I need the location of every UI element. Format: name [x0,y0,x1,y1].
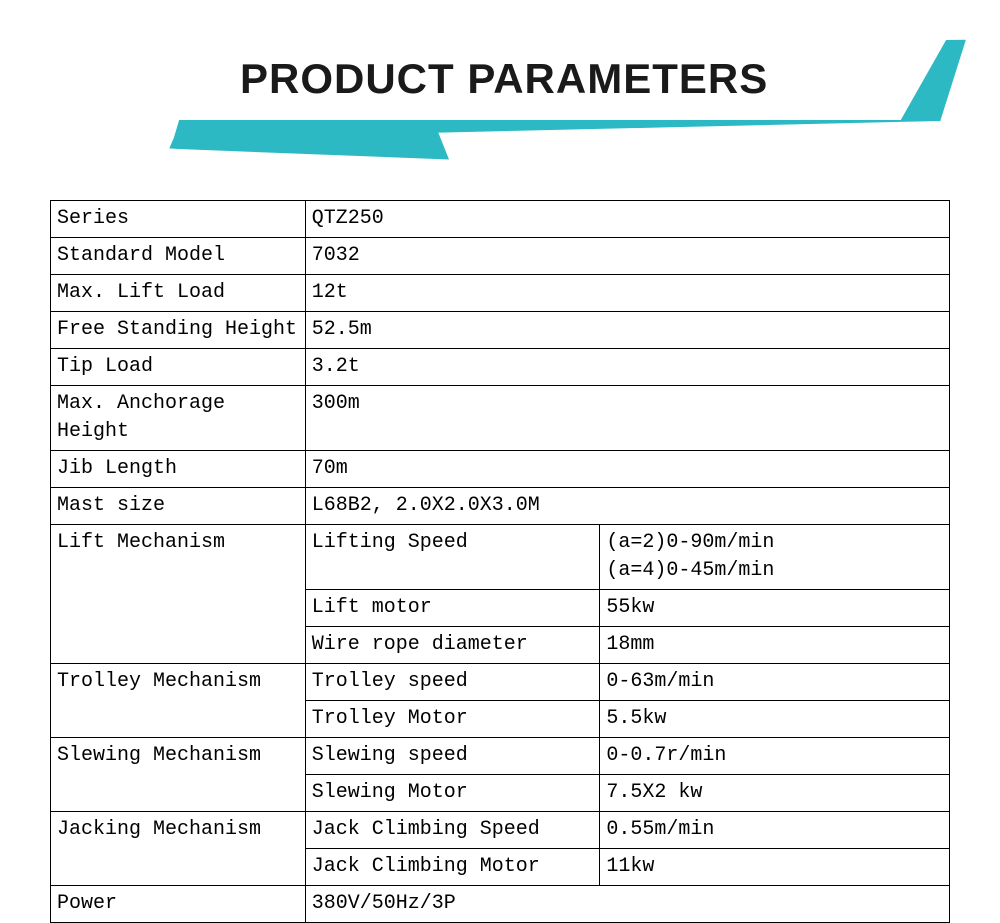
param-label: Power [51,886,306,923]
table-row: Mast sizeL68B2, 2.0X2.0X3.0M [51,488,950,525]
subparam-value: 0.55m/min [600,812,950,849]
subparam-value: 55kw [600,590,950,627]
param-value: 52.5m [305,312,949,349]
subparam-label: Lifting Speed [305,525,600,590]
subparam-value: 18mm [600,627,950,664]
subparam-label: Slewing speed [305,738,600,775]
param-value: 7032 [305,238,949,275]
param-label: Mast size [51,488,306,525]
title-banner: PRODUCT PARAMETERS [0,0,1000,160]
subparam-label: Slewing Motor [305,775,600,812]
subparam-label: Wire rope diameter [305,627,600,664]
table-row: Lift MechanismLifting Speed(a=2)0-90m/mi… [51,525,950,590]
table-body: SeriesQTZ250Standard Model7032Max. Lift … [51,201,950,923]
param-value: 380V/50Hz/3P [305,886,949,923]
param-label: Standard Model [51,238,306,275]
subparam-value: (a=2)0-90m/min(a=4)0-45m/min [600,525,950,590]
param-value: 300m [305,386,949,451]
param-label: Series [51,201,306,238]
banner-title-text: PRODUCT PARAMETERS [240,55,768,103]
group-heading: Slewing Mechanism [51,738,306,812]
subparam-label: Trolley speed [305,664,600,701]
subparam-label: Trolley Motor [305,701,600,738]
subparam-value: 11kw [600,849,950,886]
subparam-label: Lift motor [305,590,600,627]
banner-front-shape: PRODUCT PARAMETERS [133,38,947,120]
param-value: L68B2, 2.0X2.0X3.0M [305,488,949,525]
param-value: 12t [305,275,949,312]
table-row: Jacking MechanismJack Climbing Speed0.55… [51,812,950,849]
param-label: Max. Anchorage Height [51,386,306,451]
param-label: Max. Lift Load [51,275,306,312]
param-value: 3.2t [305,349,949,386]
group-heading: Lift Mechanism [51,525,306,664]
table-row: Max. Lift Load12t [51,275,950,312]
param-label: Jib Length [51,451,306,488]
param-label: Tip Load [51,349,306,386]
table-row: Trolley MechanismTrolley speed0-63m/min [51,664,950,701]
subparam-label: Jack Climbing Speed [305,812,600,849]
subparam-label: Jack Climbing Motor [305,849,600,886]
table-row: Standard Model7032 [51,238,950,275]
param-value: QTZ250 [305,201,949,238]
table-row: Tip Load3.2t [51,349,950,386]
subparam-value: 0-63m/min [600,664,950,701]
table-row: Power 380V/50Hz/3P [51,886,950,923]
table-row: SeriesQTZ250 [51,201,950,238]
param-value: 70m [305,451,949,488]
parameters-table: SeriesQTZ250Standard Model7032Max. Lift … [50,200,950,923]
group-heading: Jacking Mechanism [51,812,306,886]
group-heading: Trolley Mechanism [51,664,306,738]
table-row: Free Standing Height52.5m [51,312,950,349]
table-row: Jib Length70m [51,451,950,488]
table-row: Max. Anchorage Height300m [51,386,950,451]
subparam-value: 0-0.7r/min [600,738,950,775]
subparam-value: 5.5kw [600,701,950,738]
param-label: Free Standing Height [51,312,306,349]
subparam-value: 7.5X2 kw [600,775,950,812]
table-row: Slewing MechanismSlewing speed0-0.7r/min [51,738,950,775]
